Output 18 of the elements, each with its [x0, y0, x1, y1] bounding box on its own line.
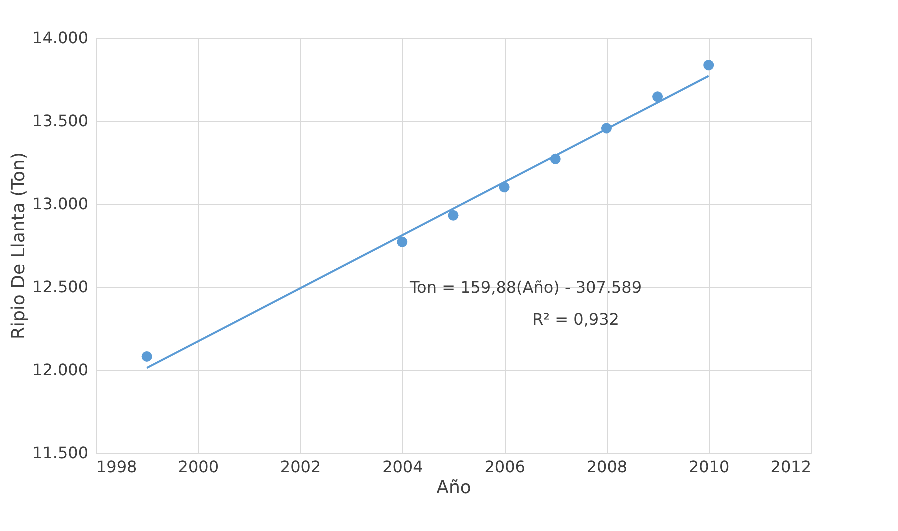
y-tick-label: 12.000 [32, 360, 88, 380]
x-tick-label: 2004 [382, 458, 424, 476]
y-tick-label: 13.500 [32, 112, 88, 130]
y-axis-title: Ripio De Llanta (Ton) [8, 152, 30, 340]
x-tick-label: 2002 [280, 458, 322, 476]
x-tick-label: 2000 [178, 458, 219, 476]
y-tick-label: 14.000 [32, 28, 88, 48]
y-tick-label: 13.000 [32, 194, 88, 214]
x-tick-label: 2010 [689, 458, 730, 476]
x-tick-label: 1998 [96, 458, 138, 476]
y-tick-label: 11.500 [32, 444, 88, 462]
x-tick-label: 2012 [770, 458, 812, 476]
x-tick-label: 2006 [484, 458, 526, 476]
annotation: Ton = 159,88(Año) - 307.589 [408, 278, 642, 297]
x-tick-label: 2008 [586, 458, 628, 476]
y-tick-label: 12.500 [32, 278, 88, 296]
x-axis-title: Año [436, 478, 472, 498]
annotation: R² = 0,932 [532, 310, 620, 329]
